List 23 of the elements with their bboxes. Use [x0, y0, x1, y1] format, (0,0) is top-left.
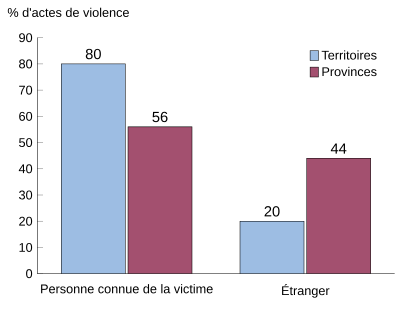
legend-label: Provinces [322, 66, 377, 76]
y-tick-label: 0 [26, 269, 32, 278]
y-tick-label: 10 [20, 242, 32, 252]
bar [61, 64, 126, 274]
y-tick-label: 60 [19, 112, 32, 121]
y-tick-label: 50 [19, 138, 32, 148]
y-tick-label: 40 [18, 164, 32, 174]
bar [240, 220, 304, 274]
y-axis-title: % d'actes de violence [8, 8, 129, 18]
bar [306, 158, 371, 274]
bar [128, 126, 192, 274]
x-tick-label: Étranger [282, 284, 330, 298]
data-label: 56 [152, 112, 168, 122]
y-tick-label: 80 [19, 59, 32, 68]
legend-label: Territoires [322, 50, 377, 60]
x-tick-label: Personne connue de la victime [41, 284, 213, 294]
data-label: 80 [86, 48, 101, 60]
data-label: 44 [330, 144, 346, 154]
data-label: 20 [264, 206, 280, 217]
y-tick-label: 30 [19, 190, 32, 200]
y-tick-label: 70 [19, 86, 32, 95]
y-tick-label: 90 [19, 33, 32, 42]
y-tick-label: 20 [19, 216, 32, 226]
